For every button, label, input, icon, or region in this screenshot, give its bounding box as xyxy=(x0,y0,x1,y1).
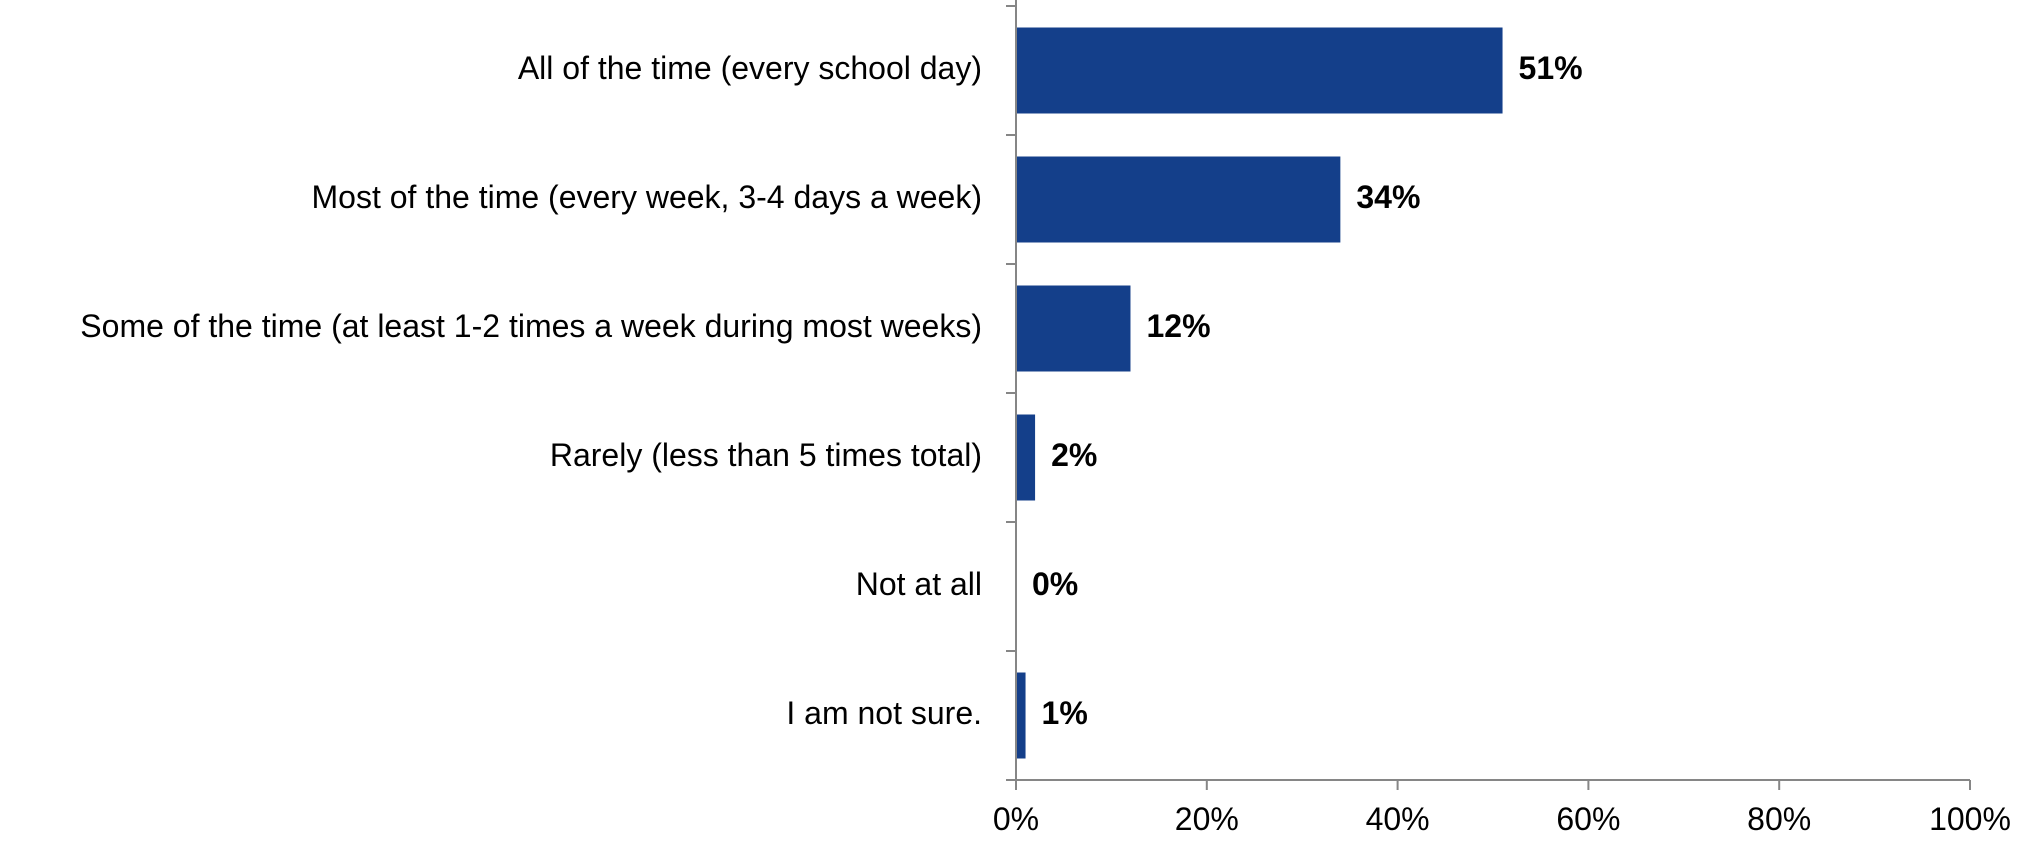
category-label: Most of the time (every week, 3-4 days a… xyxy=(312,179,982,215)
bar xyxy=(1016,27,1503,114)
bar xyxy=(1016,672,1026,759)
data-labels-group: 51% 34% 12% 2% 0% 1% xyxy=(1032,50,1583,731)
category-label: I am not sure. xyxy=(786,695,982,731)
data-label: 2% xyxy=(1051,437,1097,473)
category-label: Not at all xyxy=(856,566,982,602)
x-tick-label: 100% xyxy=(1929,801,2011,837)
x-tick-label: 60% xyxy=(1556,801,1620,837)
data-label: 0% xyxy=(1032,566,1078,602)
category-labels-group: All of the time (every school day) Most o… xyxy=(80,50,982,731)
category-label: Rarely (less than 5 times total) xyxy=(550,437,982,473)
data-label: 34% xyxy=(1356,179,1420,215)
bar xyxy=(1016,414,1036,501)
bar xyxy=(1016,285,1131,372)
x-tick-label: 20% xyxy=(1175,801,1239,837)
axes-group xyxy=(1006,0,1971,790)
x-tick-label: 80% xyxy=(1747,801,1811,837)
data-label: 1% xyxy=(1042,695,1088,731)
category-label: Some of the time (at least 1-2 times a w… xyxy=(80,308,982,344)
x-tick-labels-group: 0% 20% 40% 60% 80% 100% xyxy=(993,801,2011,837)
data-label: 51% xyxy=(1519,50,1583,86)
bar xyxy=(1016,156,1341,243)
x-tick-label: 40% xyxy=(1366,801,1430,837)
x-tick-label: 0% xyxy=(993,801,1039,837)
category-label: All of the time (every school day) xyxy=(518,50,982,86)
data-label: 12% xyxy=(1146,308,1210,344)
bars-group xyxy=(1016,27,1503,759)
